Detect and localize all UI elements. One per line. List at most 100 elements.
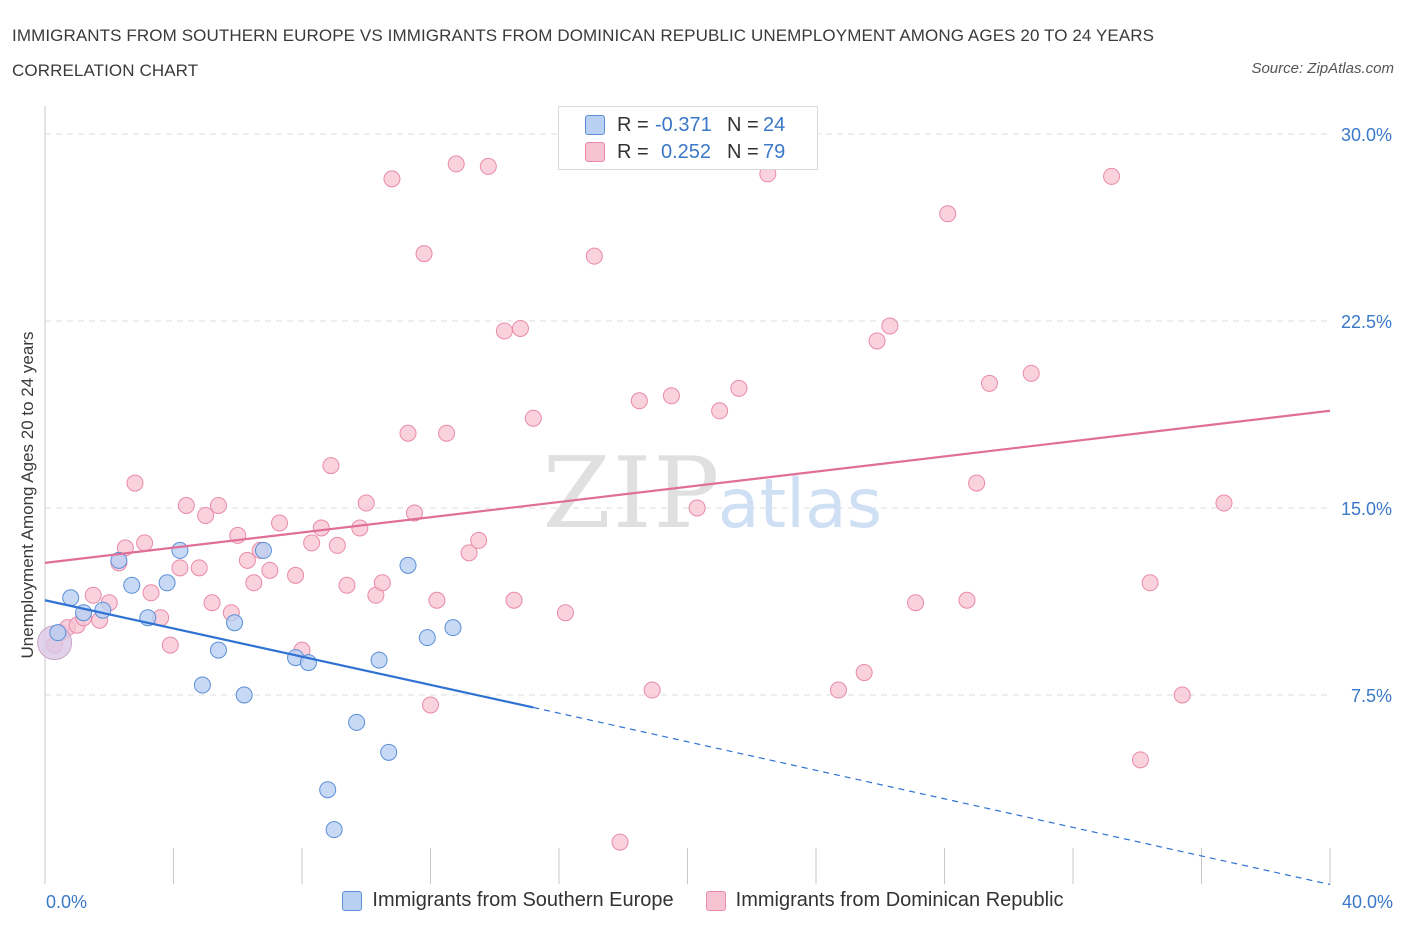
dominican-republic-point: [711, 402, 729, 420]
dominican-republic-point: [907, 594, 925, 612]
southern-europe-point: [444, 619, 462, 637]
dominican-republic-point: [84, 586, 102, 604]
dominican-republic-point: [662, 387, 680, 405]
dominican-republic-point: [357, 494, 375, 512]
dominican-republic-point: [855, 664, 873, 682]
dominican-republic-point: [939, 205, 957, 223]
southern-europe-point: [235, 686, 253, 704]
legend-n-value: 79: [763, 140, 786, 163]
dominican-republic-point: [338, 576, 356, 594]
legend-row-southern-europe: R = -0.371 N = 24: [585, 112, 785, 138]
southern-europe-point: [49, 624, 67, 642]
dominican-republic-point: [136, 534, 154, 552]
dominican-republic-point: [351, 519, 369, 537]
dominican-republic-point: [688, 499, 706, 517]
legend-swatch-pink: [705, 890, 726, 911]
dominican-republic-point: [428, 591, 446, 609]
dominican-republic-point: [245, 574, 263, 592]
legend-r-label: R =: [617, 113, 649, 136]
source-label: Source: ZipAtlas.com: [1251, 60, 1394, 77]
y-tick-label: 15.0%: [1341, 499, 1392, 519]
watermark-atlas: atlas: [718, 465, 882, 544]
southern-europe-point: [254, 541, 272, 559]
dominican-republic-point: [611, 833, 629, 851]
legend-swatch-pink: [585, 142, 605, 162]
dominican-republic-point: [177, 497, 195, 515]
bottom-legend: Immigrants from Southern Europe Immigran…: [0, 889, 1406, 912]
legend-swatch-blue: [585, 115, 605, 135]
dominican-republic-point: [405, 504, 423, 522]
dominican-republic-point: [470, 531, 488, 549]
southern-europe-point: [370, 651, 388, 669]
dominican-republic-point: [190, 559, 208, 577]
southern-europe-point: [319, 781, 337, 799]
southern-europe-point: [380, 743, 398, 761]
y-tick-label: 22.5%: [1341, 312, 1392, 332]
dominican-republic-point: [829, 681, 847, 699]
dominican-republic-point: [209, 497, 227, 515]
southern-europe-point: [399, 556, 417, 574]
dominican-republic-point: [303, 534, 321, 552]
dominican-republic-point: [1131, 751, 1149, 769]
dominican-republic-point: [126, 474, 144, 492]
tick-labels: 7.5% 15.0% 22.5% 30.0% 0.0% 40.0%: [46, 125, 1393, 912]
legend-swatch-blue: [342, 890, 363, 911]
southern-europe-trend-line: [44, 599, 534, 709]
southern-europe-trend-extension: [533, 706, 1331, 886]
dominican-republic-point: [1141, 574, 1159, 592]
dominican-republic-point: [958, 591, 976, 609]
legend-r-label: R =: [617, 140, 649, 163]
series-southern-europe: [37, 541, 462, 839]
legend-n-value: 24: [763, 113, 786, 136]
southern-europe-point: [209, 641, 227, 659]
dominican-republic-point: [1022, 364, 1040, 382]
dominican-republic-point: [730, 379, 748, 397]
dominican-republic-point: [399, 424, 417, 442]
legend-series-name: Immigrants from Dominican Republic: [735, 889, 1064, 911]
dominican-republic-trend-line: [44, 409, 1331, 564]
dominican-republic-point: [312, 519, 330, 537]
legend-r-value: 0.252: [661, 140, 712, 163]
southern-europe-point: [418, 629, 436, 647]
southern-europe-point: [226, 614, 244, 632]
dominican-republic-point: [868, 332, 886, 350]
chart-title: IMMIGRANTS FROM SOUTHERN EUROPE VS IMMIG…: [12, 26, 1155, 80]
legend-n-label: N =: [727, 140, 759, 163]
dominican-republic-point: [422, 696, 439, 714]
y-axis-label: Unemployment Among Ages 20 to 24 years: [18, 331, 37, 659]
watermark: ZIP atlas: [543, 437, 883, 551]
dominican-republic-point: [328, 536, 346, 554]
legend-series-name: Immigrants from Southern Europe: [372, 889, 674, 911]
dominican-republic-point: [495, 322, 513, 340]
dominican-republic-point: [585, 247, 603, 265]
dominican-republic-point: [447, 155, 465, 173]
dominican-republic-point: [373, 574, 391, 592]
bottom-legend-item-dominican-republic: Immigrants from Dominican Republic: [705, 889, 1064, 912]
dominican-republic-point: [980, 374, 998, 392]
legend-r-value: -0.371: [655, 113, 712, 136]
x-tick-label: 40.0%: [1342, 892, 1393, 912]
dominican-republic-point: [197, 506, 215, 524]
dominican-republic-point: [271, 514, 289, 532]
legend-row-dominican-republic: R = 0.252 N = 79: [585, 139, 785, 165]
dominican-republic-point: [287, 566, 305, 584]
legend-box: R = -0.371 N = 24 R = 0.252 N = 79: [558, 106, 818, 170]
dominican-republic-point: [881, 317, 899, 335]
dominican-republic-point: [415, 245, 433, 263]
dominican-republic-point: [1215, 494, 1233, 512]
southern-europe-point: [158, 574, 176, 592]
dominican-republic-point: [479, 157, 497, 175]
bottom-legend-item-southern-europe: Immigrants from Southern Europe: [342, 889, 674, 912]
dominican-republic-point: [524, 409, 542, 427]
dominican-republic-point: [383, 170, 401, 188]
southern-europe-point: [94, 601, 112, 619]
dominican-republic-point: [1103, 167, 1121, 185]
dominican-republic-point: [322, 457, 340, 475]
southern-europe-point: [193, 676, 211, 694]
x-tick-label: 0.0%: [46, 892, 87, 912]
southern-europe-point: [325, 821, 343, 839]
dominican-republic-point: [142, 584, 160, 602]
southern-europe-point: [348, 713, 366, 731]
dominican-republic-point: [511, 319, 529, 337]
